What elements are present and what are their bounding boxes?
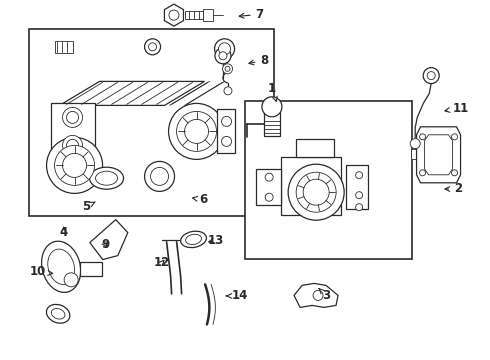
Circle shape [219, 52, 227, 60]
Circle shape [150, 167, 169, 185]
Bar [281, 157, 341, 215]
Bar [296, 139, 334, 157]
Ellipse shape [48, 249, 74, 284]
Circle shape [54, 145, 95, 185]
Bar [50, 103, 95, 159]
Bar [256, 169, 281, 205]
Circle shape [145, 161, 174, 192]
Text: 3: 3 [319, 288, 330, 302]
Bar [264, 111, 280, 136]
Circle shape [63, 153, 87, 177]
Circle shape [313, 291, 323, 300]
Circle shape [63, 135, 82, 156]
Circle shape [169, 103, 224, 159]
Text: 2: 2 [445, 183, 462, 195]
Circle shape [265, 173, 273, 181]
Circle shape [419, 134, 425, 140]
Ellipse shape [90, 167, 123, 189]
Circle shape [67, 139, 78, 152]
Ellipse shape [51, 309, 65, 319]
Ellipse shape [42, 241, 81, 292]
Circle shape [67, 111, 78, 123]
Circle shape [63, 107, 82, 127]
Bar [346, 165, 368, 209]
Circle shape [47, 138, 102, 193]
Polygon shape [294, 283, 338, 307]
Circle shape [148, 43, 156, 51]
Circle shape [452, 134, 458, 140]
Bar [185, 11, 203, 19]
Circle shape [222, 64, 233, 74]
Circle shape [423, 68, 439, 84]
Polygon shape [90, 220, 128, 260]
Circle shape [427, 72, 435, 80]
Polygon shape [416, 127, 461, 183]
Circle shape [225, 66, 230, 71]
Circle shape [288, 164, 344, 220]
Circle shape [169, 10, 179, 20]
Circle shape [221, 136, 232, 147]
Polygon shape [424, 135, 453, 175]
Polygon shape [60, 81, 204, 105]
Circle shape [303, 179, 329, 205]
Circle shape [265, 193, 273, 201]
Circle shape [215, 39, 235, 59]
Circle shape [185, 120, 209, 143]
Text: 5: 5 [82, 201, 95, 213]
Bar [80, 262, 102, 276]
Ellipse shape [181, 231, 206, 248]
Polygon shape [165, 4, 183, 26]
Text: 4: 4 [60, 226, 68, 239]
Ellipse shape [186, 234, 201, 244]
Text: 13: 13 [207, 234, 224, 247]
Text: 12: 12 [153, 256, 170, 269]
Bar [54, 41, 73, 53]
Ellipse shape [47, 305, 70, 323]
Circle shape [356, 192, 363, 199]
Text: 6: 6 [193, 193, 207, 206]
Circle shape [296, 172, 336, 212]
Circle shape [64, 273, 78, 287]
Bar [411, 149, 419, 159]
Circle shape [215, 48, 231, 64]
Text: 11: 11 [445, 102, 469, 114]
Circle shape [221, 116, 232, 126]
Circle shape [224, 87, 232, 95]
Circle shape [356, 204, 363, 211]
Bar [29, 29, 274, 216]
Circle shape [452, 170, 458, 176]
Text: 9: 9 [101, 238, 109, 251]
Text: 14: 14 [226, 289, 248, 302]
Circle shape [219, 43, 231, 55]
Bar [203, 9, 213, 21]
Circle shape [356, 172, 363, 179]
Circle shape [262, 97, 282, 117]
Bar [245, 101, 412, 259]
Circle shape [419, 170, 425, 176]
Circle shape [176, 111, 217, 152]
Text: 1: 1 [268, 82, 277, 102]
Text: 10: 10 [30, 265, 53, 278]
Circle shape [145, 39, 161, 55]
Circle shape [410, 139, 420, 149]
Bar [217, 109, 235, 153]
Text: 8: 8 [249, 54, 269, 67]
Ellipse shape [96, 171, 118, 185]
Text: 7: 7 [239, 8, 264, 21]
